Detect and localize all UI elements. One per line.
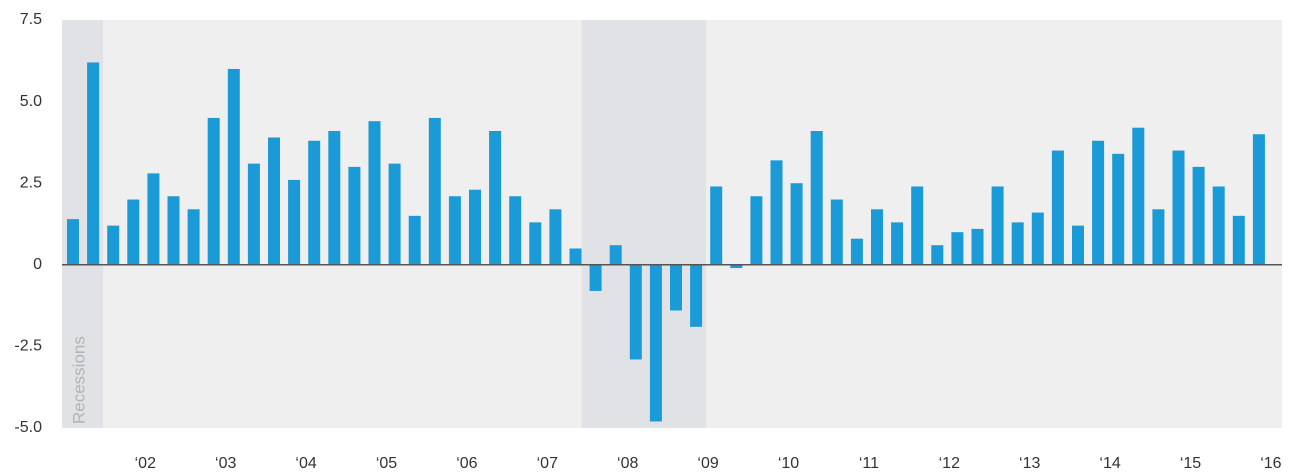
bar [87,62,100,265]
bar [187,209,200,265]
x-tick-label: ‘12 [939,455,960,472]
bar [810,130,823,265]
bar [1031,212,1044,265]
bar [1072,225,1084,265]
bar [770,160,783,265]
bar [549,209,562,265]
bar [227,68,240,265]
bar [368,121,381,265]
bar [670,264,682,311]
bar [408,215,421,265]
y-tick-label: 7.5 [20,11,42,28]
bar [931,245,944,265]
x-tick-label: ‘05 [376,455,397,472]
bar [971,228,984,265]
bar [469,189,481,265]
recession-band [581,20,707,428]
bar [569,248,582,265]
bar [529,222,542,265]
bar [891,222,904,265]
x-tick-label: ‘14 [1099,455,1120,472]
x-tick-label: ‘16 [1260,455,1281,472]
bar [649,264,662,422]
bar [911,186,924,265]
bar [991,186,1004,265]
bar [710,186,723,265]
bar [1011,222,1024,265]
x-tick-label: ‘09 [697,455,718,472]
bar [348,166,361,265]
bar [1092,140,1105,265]
bar [1152,209,1165,265]
x-tick-label: ‘06 [456,455,477,472]
bar [850,238,863,265]
bar [1232,215,1245,265]
bar [509,196,522,265]
bar [951,232,964,265]
bar [1212,186,1225,265]
bar [1051,150,1064,265]
bar [388,163,401,265]
bar [609,245,622,265]
bar [1172,150,1185,265]
x-tick-label: ‘08 [617,455,638,472]
bar [448,196,461,265]
bar [328,130,341,265]
x-tick-label: ‘03 [215,455,236,472]
y-tick-label: 5.0 [20,93,42,110]
bar [750,196,763,265]
bar [1112,153,1125,265]
bar [790,183,803,265]
bar [288,179,301,265]
bar [127,199,140,265]
x-tick-label: ‘13 [1019,455,1040,472]
bar [1192,166,1205,265]
bar [308,140,321,265]
bar [247,163,260,265]
y-tick-label: 0 [33,256,42,273]
x-tick-label: ‘04 [295,455,316,472]
bar [830,199,843,265]
bar [589,264,602,291]
x-tick-label: ‘10 [778,455,799,472]
y-tick-label: -2.5 [14,338,42,355]
bar [207,117,220,265]
x-tick-label: ‘15 [1180,455,1201,472]
bar [690,264,703,327]
bar [1132,127,1145,265]
bar [67,219,79,265]
bar [730,264,743,269]
bar [107,225,120,265]
recession-label: Recessions [69,336,88,424]
bar [167,196,180,265]
x-tick-label: ‘02 [135,455,156,472]
bar [428,117,441,265]
y-tick-label: -5.0 [14,419,42,436]
bar [1252,134,1265,265]
bar [489,130,502,265]
x-tick-label: ‘07 [537,455,558,472]
bar [147,173,160,265]
bar [629,264,642,360]
x-tick-label: ‘11 [859,455,879,472]
bar [871,209,883,265]
bar [268,137,280,265]
y-tick-label: 2.5 [20,174,42,191]
